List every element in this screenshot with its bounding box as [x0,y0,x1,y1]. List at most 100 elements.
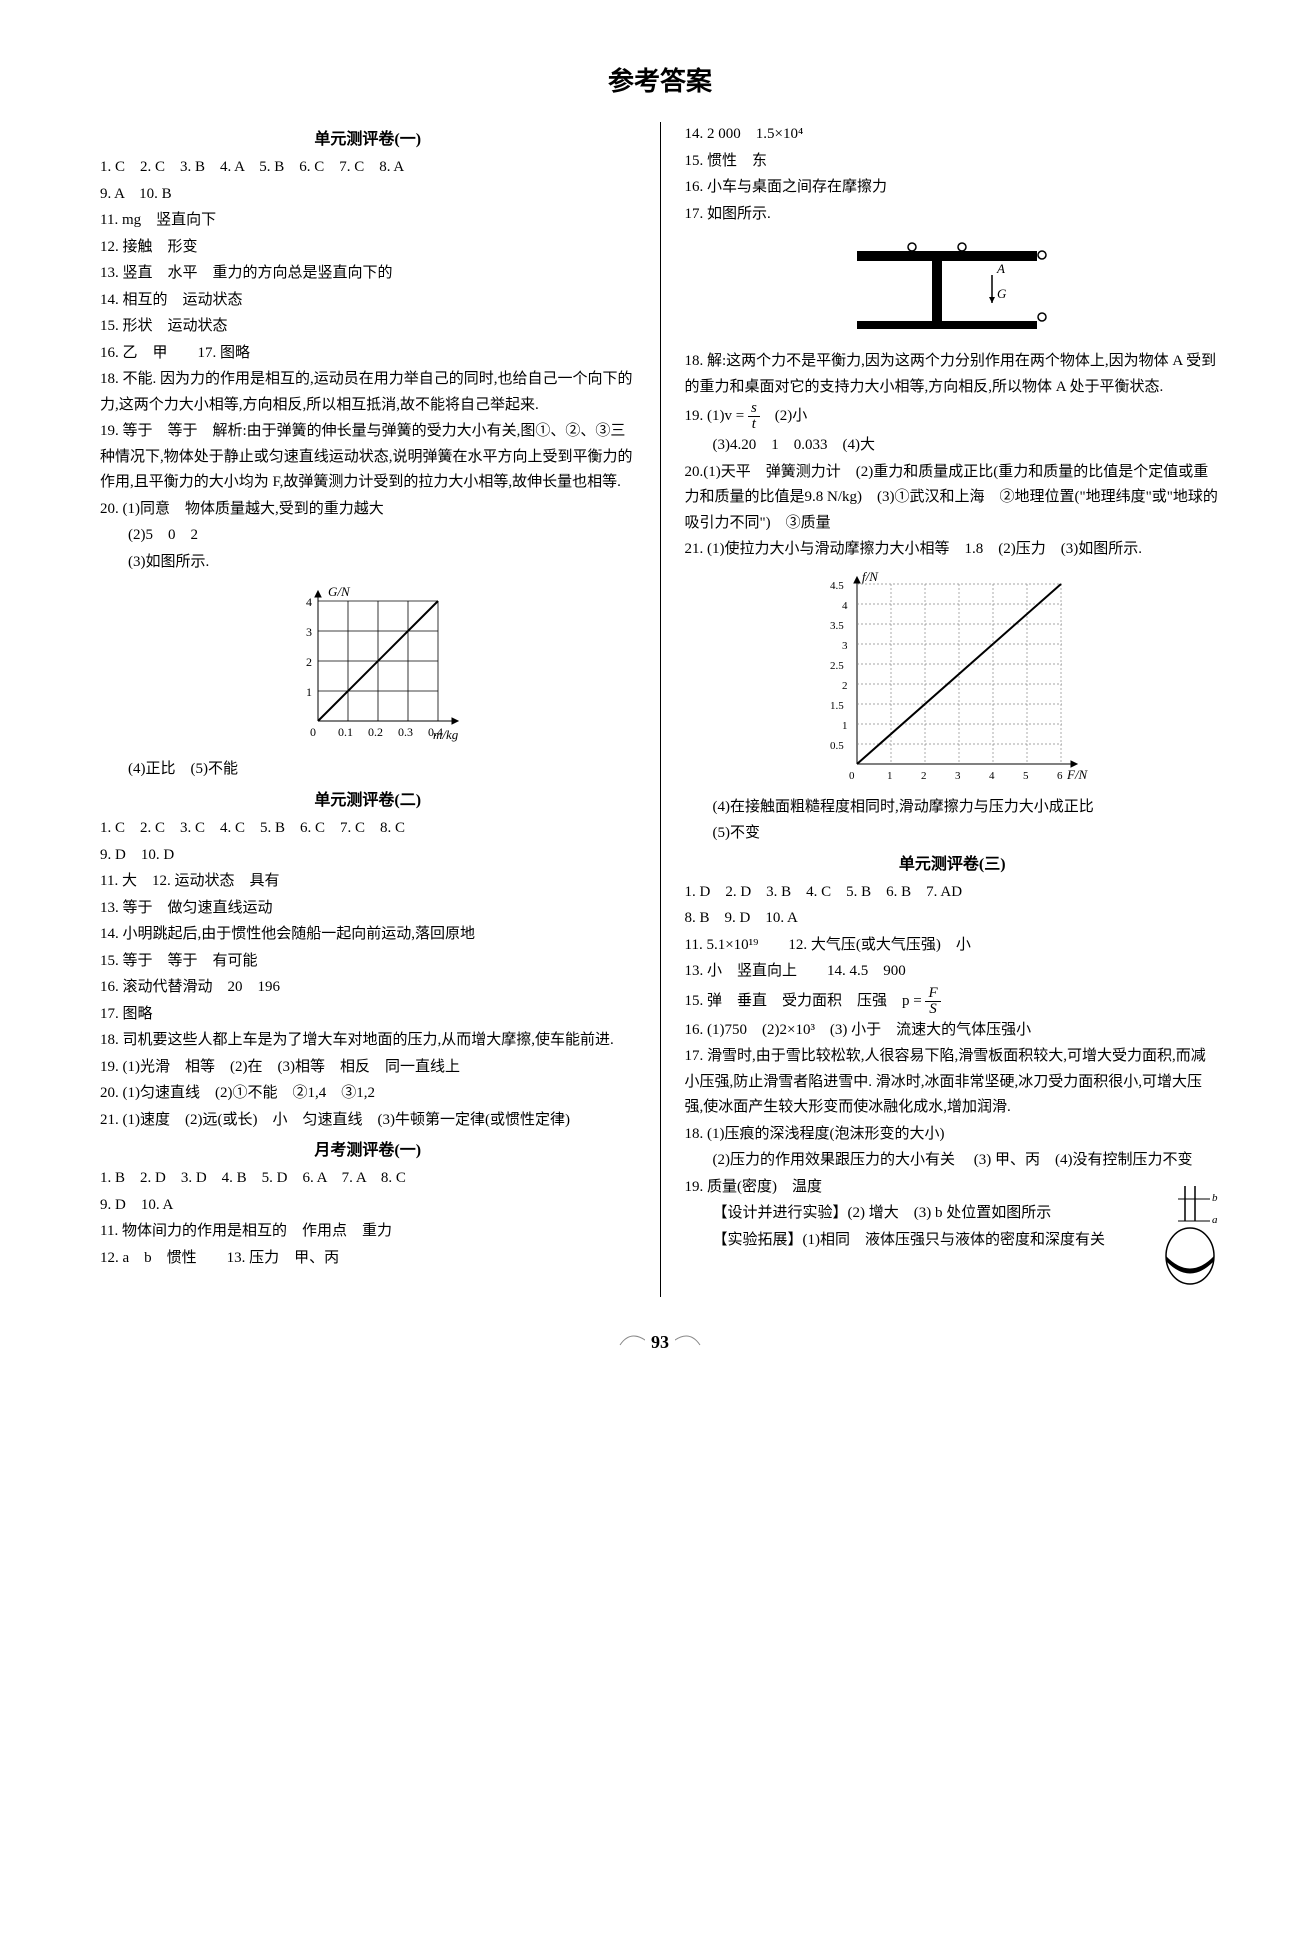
page-number-value: 93 [645,1327,675,1358]
answer-line: (2)5 0 2 [100,523,636,549]
fraction-s-over-t: st [748,401,760,432]
answer-line: (4)正比 (5)不能 [100,757,636,783]
answer-line: 14. 相互的 运动状态 [100,288,636,314]
section-header-4: 单元测评卷(三) [685,851,1221,878]
answer-line: 21. (1)速度 (2)远(或长) 小 匀速直线 (3)牛顿第一定律(或惯性定… [100,1108,636,1134]
chart-g-vs-m: G/N m/kg 1 2 3 4 0 0.1 0.2 0.3 0.4 [268,581,468,751]
answer-line: 14. 小明跳起后,由于惯性他会随船一起向前运动,落回原地 [100,922,636,948]
text-fragment: (2)小 [760,408,808,424]
answer-line: (5)不变 [685,821,1221,847]
answer-line: 19. 等于 等于 解析:由于弹簧的伸长量与弹簧的受力大小有关,图①、②、③三种… [100,419,636,496]
answer-line: 20. (1)匀速直线 (2)①不能 ②1,4 ③1,2 [100,1081,636,1107]
answer-line: 12. 接触 形变 [100,235,636,261]
answer-line: 11. 物体间力的作用是相互的 作用点 重力 [100,1219,636,1245]
answer-line: (4)在接触面粗糙程度相同时,滑动摩擦力与压力大小成正比 [685,795,1221,821]
answer-line: 1. B 2. D 3. D 4. B 5. D 6. A 7. A 8. C [100,1166,636,1192]
answer-line: 15. 惯性 东 [685,149,1221,175]
svg-text:1.5: 1.5 [830,700,844,712]
svg-text:4: 4 [306,595,312,609]
answer-line: 18. (1)压痕的深浅程度(泡沫形变的大小) [685,1122,1221,1148]
force-diagram: A G [837,233,1067,343]
answer-line: 15. 弹 垂直 受力面积 压强 p = FS [685,986,1221,1017]
answer-line: 1. C 2. C 3. B 4. A 5. B 6. C 7. C 8. A [100,155,636,181]
svg-text:0.3: 0.3 [398,725,413,739]
svg-text:F/N: F/N [1066,767,1089,782]
answer-line: 18. 解:这两个力不是平衡力,因为这两个力分别作用在两个物体上,因为物体 A … [685,349,1221,400]
answer-line: 15. 等于 等于 有可能 [100,949,636,975]
section-header-1: 单元测评卷(一) [100,126,636,153]
fraction-F-over-S: FS [925,986,940,1017]
svg-text:1: 1 [842,720,848,732]
svg-text:0.2: 0.2 [368,725,383,739]
answer-line: 11. 5.1×10¹⁹ 12. 大气压(或大气压强) 小 [685,933,1221,959]
chart-f-vs-F: f/N F/N 0.51 1.52 2.53 3.54 4.5 0 12 34 … [812,569,1092,789]
svg-text:1: 1 [306,685,312,699]
two-column-layout: 单元测评卷(一) 1. C 2. C 3. B 4. A 5. B 6. C 7… [100,122,1220,1297]
svg-text:0.1: 0.1 [338,725,353,739]
answer-line: 9. D 10. D [100,843,636,869]
answer-line: 16. 小车与桌面之间存在摩擦力 [685,175,1221,201]
svg-text:G: G [997,286,1007,301]
answer-line: 【设计并进行实验】(2) 增大 (3) b 处位置如图所示 [685,1201,1221,1227]
svg-text:3.5: 3.5 [830,620,844,632]
svg-text:3: 3 [306,625,312,639]
answer-line: (2)压力的作用效果跟压力的大小有关 (3) 甲、丙 (4)没有控制压力不变 [685,1148,1221,1174]
answer-line: 14. 2 000 1.5×10⁴ [685,122,1221,148]
section-header-2: 单元测评卷(二) [100,787,636,814]
answer-line: 13. 小 竖直向上 14. 4.5 900 [685,959,1221,985]
svg-text:5: 5 [1023,770,1029,782]
svg-text:6: 6 [1057,770,1063,782]
answer-line: 9. D 10. A [100,1193,636,1219]
answer-line: 8. B 9. D 10. A [685,906,1221,932]
answer-line: 11. mg 竖直向下 [100,208,636,234]
answer-line: 16. 滚动代替滑动 20 196 [100,975,636,1001]
answer-line: (3)4.20 1 0.033 (4)大 [685,433,1221,459]
svg-text:b: b [1212,1192,1218,1204]
svg-text:2: 2 [921,770,927,782]
svg-text:0: 0 [849,770,855,782]
svg-text:0: 0 [310,725,316,739]
page-title: 参考答案 [100,60,1220,104]
page-number: 93 [100,1327,1220,1358]
answer-line: 16. 乙 甲 17. 图略 [100,341,636,367]
svg-text:4.5: 4.5 [830,580,844,592]
left-column: 单元测评卷(一) 1. C 2. C 3. B 4. A 5. B 6. C 7… [100,122,661,1297]
answer-line: 1. C 2. C 3. C 4. C 5. B 6. C 7. C 8. C [100,816,636,842]
svg-text:3: 3 [842,640,848,652]
answer-line: 18. 司机要这些人都上车是为了增大车对地面的压力,从而增大摩擦,使车能前进. [100,1028,636,1054]
answer-line: 1. D 2. D 3. B 4. C 5. B 6. B 7. AD [685,880,1221,906]
answer-line: 19. (1)光滑 相等 (2)在 (3)相等 相反 同一直线上 [100,1055,636,1081]
answer-line: 11. 大 12. 运动状态 具有 [100,869,636,895]
svg-text:0.5: 0.5 [830,740,844,752]
svg-text:2.5: 2.5 [830,660,844,672]
text-fragment: 15. 弹 垂直 受力面积 压强 p = [685,993,926,1009]
flask-diagram: b a [1160,1181,1220,1291]
answer-line: (3)如图所示. [100,550,636,576]
answer-line: 20.(1)天平 弹簧测力计 (2)重力和质量成正比(重力和质量的比值是个定值或… [685,460,1221,537]
answer-line: 17. 图略 [100,1002,636,1028]
answer-line: 21. (1)使拉力大小与滑动摩擦力大小相等 1.8 (2)压力 (3)如图所示… [685,537,1221,563]
answer-line: 16. (1)750 (2)2×10³ (3) 小于 流速大的气体压强小 [685,1018,1221,1044]
answer-line: 13. 等于 做匀速直线运动 [100,896,636,922]
answer-line: 18. 不能. 因为力的作用是相互的,运动员在用力举自己的同时,也给自己一个向下… [100,367,636,418]
answer-line: 20. (1)同意 物体质量越大,受到的重力越大 [100,497,636,523]
answer-line: 13. 竖直 水平 重力的方向总是竖直向下的 [100,261,636,287]
svg-text:a: a [1212,1214,1218,1226]
svg-text:f/N: f/N [862,569,879,584]
answer-line: 15. 形状 运动状态 [100,314,636,340]
svg-text:0.4: 0.4 [428,725,443,739]
right-column: 14. 2 000 1.5×10⁴ 15. 惯性 东 16. 小车与桌面之间存在… [661,122,1221,1297]
answer-line: 19. 质量(密度) 温度 [685,1175,1221,1201]
svg-text:1: 1 [887,770,893,782]
answer-line: 19. (1)v = st (2)小 [685,401,1221,432]
svg-text:4: 4 [842,600,848,612]
svg-text:2: 2 [306,655,312,669]
answer-line: 【实验拓展】(1)相同 液体压强只与液体的密度和深度有关 [685,1228,1221,1254]
svg-text:G/N: G/N [328,584,351,599]
answer-line: 9. A 10. B [100,182,636,208]
svg-text:2: 2 [842,680,848,692]
answer-line: 17. 滑雪时,由于雪比较松软,人很容易下陷,滑雪板面积较大,可增大受力面积,而… [685,1044,1221,1121]
text-fragment: 19. (1)v = [685,408,748,424]
answer-line: 17. 如图所示. [685,202,1221,228]
svg-text:4: 4 [989,770,995,782]
